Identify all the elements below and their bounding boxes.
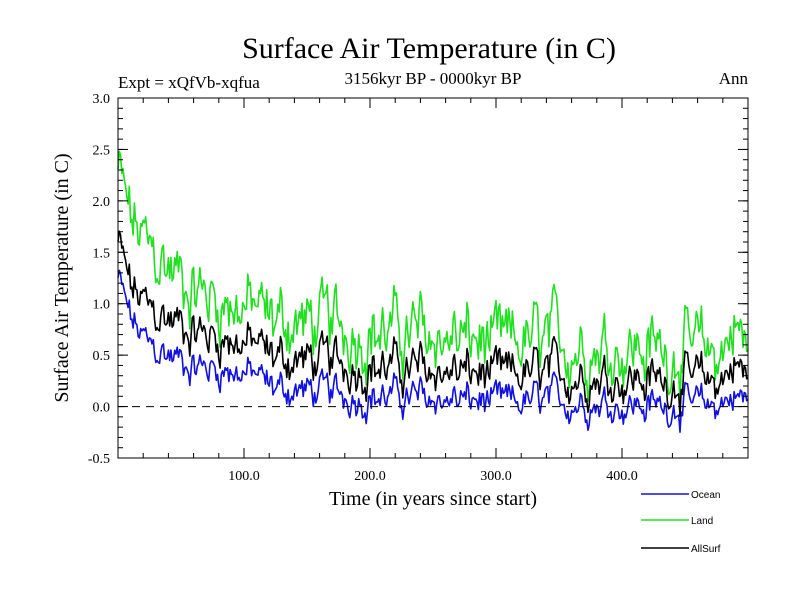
y-tick-label: 0.5 bbox=[93, 349, 111, 364]
x-tick-label: 300.0 bbox=[480, 469, 512, 484]
plot-frame bbox=[117, 97, 749, 459]
y-axis: -0.5 0.0 0.5 1.0 1.5 2.0 2.5 3.0 bbox=[88, 92, 748, 467]
y-tick-label: 3.0 bbox=[93, 92, 111, 107]
y-tick-label: 1.5 bbox=[93, 246, 111, 261]
y-tick-label: -0.5 bbox=[88, 452, 110, 467]
x-tick-label: 100.0 bbox=[228, 469, 260, 484]
chart-title: Surface Air Temperature (in C) bbox=[242, 32, 616, 65]
chart-subtitle-left: Expt = xQfVb-xqfua bbox=[118, 73, 260, 92]
series-line-land bbox=[117, 150, 749, 407]
series-line-allsurf bbox=[117, 230, 749, 417]
y-tick-label: 1.0 bbox=[93, 298, 111, 313]
plot-series-group bbox=[117, 150, 749, 433]
x-axis: 100.0 200.0 300.0 400.0 bbox=[142, 98, 724, 484]
legend-label-land: Land bbox=[691, 516, 713, 527]
y-axis-label: Surface Air Temperature (in C) bbox=[51, 153, 73, 402]
y-tick-label: 0.0 bbox=[93, 401, 111, 416]
x-tick-label: 400.0 bbox=[606, 469, 638, 484]
chart-subtitle-right: Ann bbox=[719, 69, 749, 88]
legend-label-allsurf: AllSurf bbox=[691, 544, 721, 555]
x-tick-label: 200.0 bbox=[354, 469, 386, 484]
legend-label-ocean: Ocean bbox=[691, 490, 720, 501]
series-line-ocean bbox=[117, 269, 749, 433]
chart-subtitle-center: 3156kyr BP - 0000kyr BP bbox=[345, 69, 522, 88]
legend: Ocean Land AllSurf bbox=[641, 490, 721, 555]
y-tick-label: 2.0 bbox=[93, 195, 111, 210]
x-axis-label: Time (in years since start) bbox=[329, 488, 537, 510]
y-tick-label: 2.5 bbox=[93, 143, 111, 158]
